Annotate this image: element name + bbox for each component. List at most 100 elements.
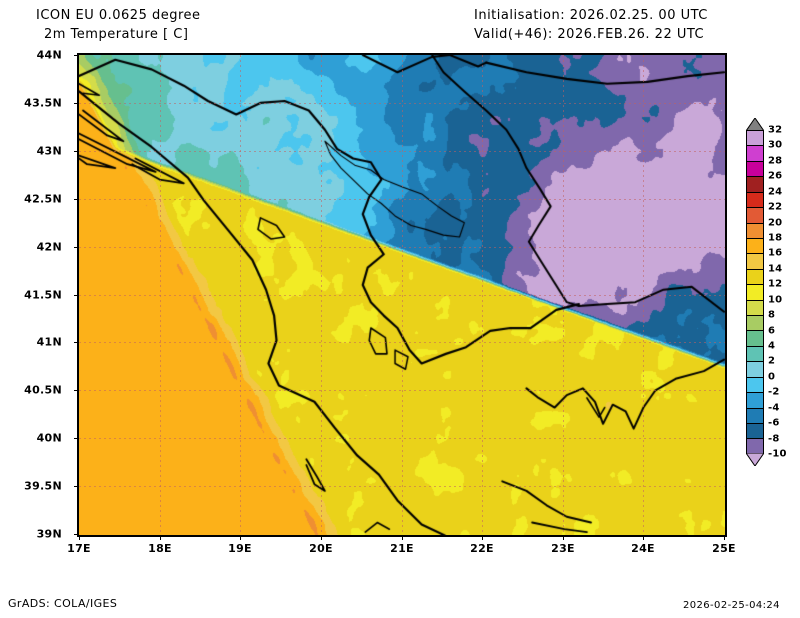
x-tick-label: 25E: [712, 542, 736, 555]
colorbar-band: [747, 192, 763, 209]
y-tick-label: 41.5N: [24, 288, 62, 302]
gridline-horizontal: [79, 151, 725, 152]
initialisation-time: Initialisation: 2026.02.25. 00 UTC: [474, 8, 708, 23]
gridline-horizontal: [79, 247, 725, 248]
chart-title-block: ICON EU 0.0625 degree 2m Temperature [ C…: [36, 6, 201, 44]
colorbar-band: [747, 316, 763, 332]
colorbar-tick-label: -8: [768, 433, 780, 445]
y-tick: [74, 390, 79, 391]
valid-time: Valid(+46): 2026.FEB.26. 22 UTC: [474, 27, 705, 42]
gridline-horizontal: [79, 199, 725, 200]
colorbar-tick-label: 4: [768, 340, 776, 352]
colorbar-legend: 32 30 28 26 24 22 20 18 16 14 12 10 8 6 4 2 0 -2 -4 -6 -8 -10: [746, 118, 792, 466]
colorbar-band: [747, 223, 763, 239]
y-tick: [74, 247, 79, 248]
colorbar-tick-label: 32: [768, 124, 783, 136]
colorbar-band: [747, 208, 763, 224]
colorbar-over-arrow-icon: [746, 118, 764, 131]
colorbar-band: [747, 439, 763, 455]
x-tick: [482, 535, 483, 540]
colorbar-bands: [746, 130, 764, 455]
x-tick: [724, 535, 725, 540]
gridline-horizontal: [79, 486, 725, 487]
colorbar-band: [747, 177, 763, 193]
model-title: ICON EU 0.0625 degree: [36, 8, 201, 23]
y-tick: [74, 342, 79, 343]
colorbar-band: [747, 285, 763, 301]
colorbar-tick-label: -2: [768, 386, 780, 398]
colorbar-band: [747, 346, 763, 363]
colorbar-tick-label: 18: [768, 232, 783, 244]
colorbar-tick-label: 22: [768, 201, 783, 213]
colorbar-tick-label: 20: [768, 217, 783, 229]
colorbar-tick-label: 26: [768, 170, 783, 182]
colorbar-tick-label: 16: [768, 247, 783, 259]
colorbar-under-arrow-icon: [746, 453, 764, 466]
colorbar-band: [747, 161, 763, 178]
map-plot-area: 17E 18E 19E 20E 21E 22E 23E 24E 25E 44N 43.5N 43N 4…: [24, 49, 735, 556]
map-field-clip: [79, 55, 725, 535]
y-tick-label: 39N: [36, 527, 62, 541]
field-title: 2m Temperature [ C]: [44, 27, 189, 42]
x-tick: [321, 535, 322, 540]
colorbar-tick-label: 30: [768, 139, 783, 151]
colorbar-band: [747, 300, 763, 317]
y-tick: [74, 55, 79, 56]
y-tick-label: 39.5N: [24, 479, 62, 493]
colorbar-band: [747, 146, 763, 162]
colorbar-band: [747, 269, 763, 286]
y-tick: [74, 199, 79, 200]
y-tick-label: 42.5N: [24, 192, 62, 206]
x-tick: [563, 535, 564, 540]
x-tick: [643, 535, 644, 540]
colorbar-tick-label: 10: [768, 294, 783, 306]
x-tick-label: 23E: [551, 542, 575, 555]
y-tick: [74, 103, 79, 104]
colorbar-band: [747, 254, 763, 270]
colorbar-band: [747, 238, 763, 255]
gridline-horizontal: [79, 390, 725, 391]
colorbar-band: [747, 377, 763, 394]
colorbar-band: [747, 331, 763, 347]
colorbar-tick-label: -6: [768, 417, 780, 429]
y-tick-label: 44N: [36, 48, 62, 62]
colorbar-tick-label: -10: [768, 448, 787, 460]
gridline-horizontal: [79, 295, 725, 296]
x-tick: [160, 535, 161, 540]
y-tick: [74, 486, 79, 487]
y-tick: [74, 151, 79, 152]
y-tick: [74, 534, 79, 535]
colorbar-band: [747, 131, 763, 147]
colorbar-tick-label: 8: [768, 309, 776, 321]
colorbar-band: [747, 424, 763, 440]
y-tick: [74, 438, 79, 439]
y-tick-label: 40N: [36, 431, 62, 445]
x-tick: [402, 535, 403, 540]
y-tick-label: 43.5N: [24, 96, 62, 110]
x-tick: [79, 535, 80, 540]
generated-timestamp: 2026-02-25-04:24: [683, 600, 780, 611]
colorbar-tick-label: 0: [768, 371, 776, 383]
y-tick: [74, 295, 79, 296]
grads-credit: GrADS: COLA/IGES: [8, 597, 118, 610]
x-tick: [240, 535, 241, 540]
y-tick-label: 41N: [36, 335, 62, 349]
gridline-horizontal: [79, 438, 725, 439]
x-tick-label: 20E: [309, 542, 333, 555]
forecast-meta-block: Initialisation: 2026.02.25. 00 UTC Valid…: [474, 6, 708, 44]
gridline-horizontal: [79, 103, 725, 104]
colorbar-tick-label: 14: [768, 263, 783, 275]
y-tick-label: 42N: [36, 240, 62, 254]
y-tick-label: 43N: [36, 144, 62, 158]
colorbar-tick-label: 2: [768, 355, 776, 367]
x-tick-label: 22E: [470, 542, 494, 555]
colorbar-tick-label: -4: [768, 402, 780, 414]
colorbar-tick-label: 6: [768, 325, 776, 337]
x-tick-label: 21E: [390, 542, 414, 555]
x-tick-label: 19E: [228, 542, 252, 555]
colorbar-tick-label: 24: [768, 186, 783, 198]
colorbar-tick-label: 28: [768, 155, 783, 167]
x-tick-label: 17E: [67, 542, 91, 555]
colorbar-band: [747, 408, 763, 425]
x-tick-label: 18E: [148, 542, 172, 555]
